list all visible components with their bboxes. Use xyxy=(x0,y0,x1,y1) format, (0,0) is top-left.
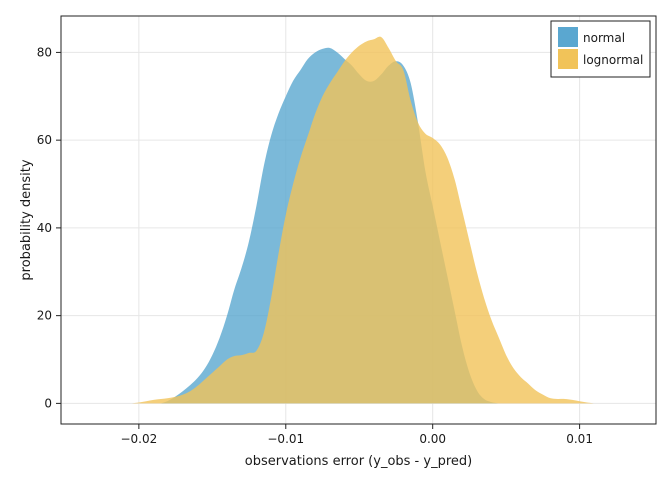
y-tick-label: 20 xyxy=(37,309,52,323)
plot-frame xyxy=(60,15,657,425)
legend-label-normal: normal xyxy=(583,31,625,45)
x-tick-label: 0.01 xyxy=(566,432,593,446)
y-tick-label: 80 xyxy=(37,45,52,59)
density-area-lognormal xyxy=(131,36,595,404)
x-tick-label: −0.02 xyxy=(120,432,157,446)
x-tick-label: −0.01 xyxy=(267,432,304,446)
legend: normal lognormal xyxy=(550,20,651,78)
density-areas xyxy=(131,36,595,404)
x-tick-label: 0.00 xyxy=(419,432,446,446)
x-axis-ticks: −0.02 −0.01 0.00 0.01 xyxy=(120,424,593,446)
y-tick-label: 0 xyxy=(44,396,52,410)
y-tick-label: 40 xyxy=(37,221,52,235)
y-axis-ticks: 0 20 40 60 80 xyxy=(37,45,61,410)
x-axis-label: observations error (y_obs - y_pred) xyxy=(245,454,472,469)
y-tick-label: 60 xyxy=(37,133,52,147)
legend-swatch-normal xyxy=(558,27,578,47)
y-axis-label: probability density xyxy=(19,159,34,280)
legend-swatch-lognormal xyxy=(558,49,578,69)
legend-label-lognormal: lognormal xyxy=(583,53,643,67)
